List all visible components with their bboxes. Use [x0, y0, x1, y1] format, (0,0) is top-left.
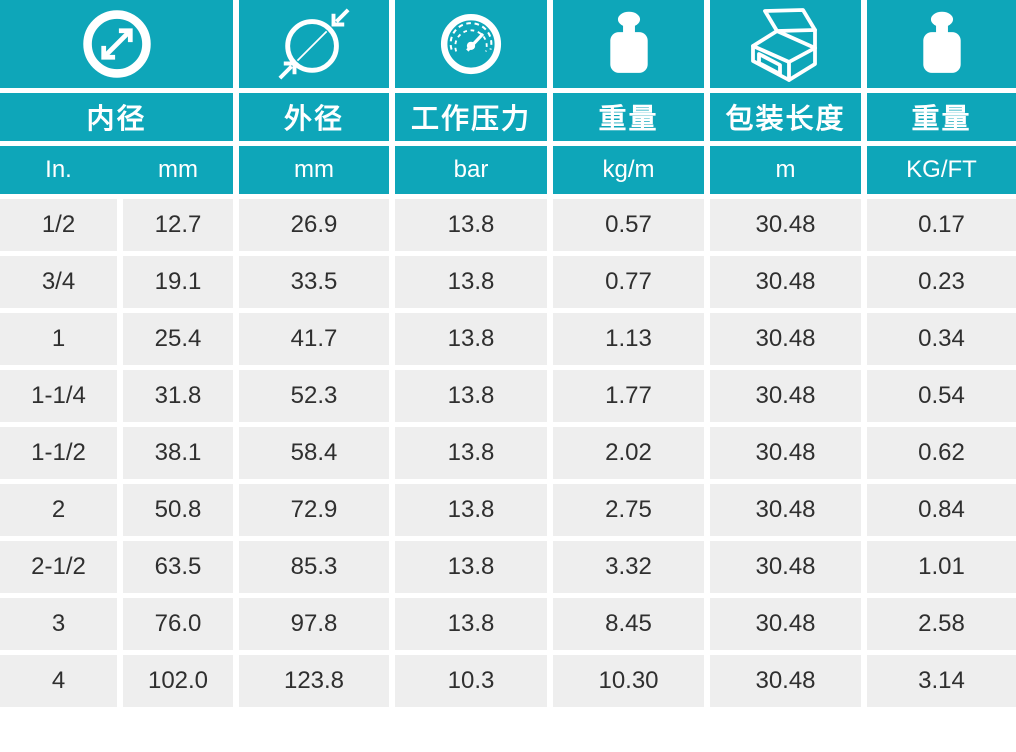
table-cell-r9-c7: 3.14	[867, 655, 1016, 707]
table-cell-r6-c7: 0.84	[867, 484, 1016, 536]
table-cell-r9-c2: 102.0	[123, 655, 233, 707]
table-cell-r7-c2: 63.5	[123, 541, 233, 593]
table-cell-r9-c4: 10.3	[395, 655, 547, 707]
table-cell-r6-c6: 30.48	[710, 484, 861, 536]
table-cell-r3-c4: 13.8	[395, 313, 547, 365]
table-cell-r4-c5: 1.77	[553, 370, 704, 422]
column-label-outer-diameter: 外径	[239, 93, 389, 141]
weight-header-cell	[553, 0, 704, 88]
outer-diameter-icon	[278, 8, 350, 80]
table-cell-r6-c5: 2.75	[553, 484, 704, 536]
table-cell-r5-c6: 30.48	[710, 427, 861, 479]
table-cell-r7-c7: 1.01	[867, 541, 1016, 593]
weight-icon	[922, 11, 961, 73]
table-cell-r1-c6: 30.48	[710, 199, 861, 251]
table-cell-r9-c3: 123.8	[239, 655, 389, 707]
table-cell-r2-c2: 19.1	[123, 256, 233, 308]
table-cell-r3-c7: 0.34	[867, 313, 1016, 365]
table-cell-r3-c6: 30.48	[710, 313, 861, 365]
working-pressure-header-cell	[395, 0, 547, 88]
pressure-gauge-icon	[440, 13, 502, 75]
table-cell-r5-c4: 13.8	[395, 427, 547, 479]
table-cell-r5-c7: 0.62	[867, 427, 1016, 479]
unit-cell-weight-kgft: KG/FT	[867, 146, 1016, 194]
table-cell-r2-c7: 0.23	[867, 256, 1016, 308]
table-cell-r3-c2: 25.4	[123, 313, 233, 365]
package-length-header-cell	[710, 0, 861, 88]
inner-diameter-header-cell	[0, 0, 233, 88]
table-cell-r5-c5: 2.02	[553, 427, 704, 479]
table-cell-r8-c1: 3	[0, 598, 117, 650]
table-cell-r1-c1: 1/2	[0, 199, 117, 251]
table-cell-r9-c1: 4	[0, 655, 117, 707]
table-cell-r8-c6: 30.48	[710, 598, 861, 650]
table-cell-r3-c5: 1.13	[553, 313, 704, 365]
table-cell-r6-c3: 72.9	[239, 484, 389, 536]
table-cell-r9-c5: 10.30	[553, 655, 704, 707]
table-cell-r1-c2: 12.7	[123, 199, 233, 251]
table-cell-r6-c2: 50.8	[123, 484, 233, 536]
package-box-icon	[750, 8, 817, 82]
table-cell-r8-c2: 76.0	[123, 598, 233, 650]
table-cell-r1-c4: 13.8	[395, 199, 547, 251]
table-cell-r4-c6: 30.48	[710, 370, 861, 422]
table-cell-r5-c1: 1-1/2	[0, 427, 117, 479]
unit-cell-inner-diameter: In. mm	[0, 146, 233, 194]
table-cell-r7-c1: 2-1/2	[0, 541, 117, 593]
unit-cell-working-pressure: bar	[395, 146, 547, 194]
unit-cell-outer-diameter: mm	[239, 146, 389, 194]
table-cell-r4-c3: 52.3	[239, 370, 389, 422]
table-cell-r8-c5: 8.45	[553, 598, 704, 650]
column-label-inner-diameter: 内径	[0, 93, 233, 141]
unit-cell-package-length: m	[710, 146, 861, 194]
table-cell-r2-c4: 13.8	[395, 256, 547, 308]
table-cell-r1-c7: 0.17	[867, 199, 1016, 251]
table-cell-r2-c1: 3/4	[0, 256, 117, 308]
table-cell-r1-c3: 26.9	[239, 199, 389, 251]
table-cell-r3-c1: 1	[0, 313, 117, 365]
table-cell-r8-c7: 2.58	[867, 598, 1016, 650]
spec-table: 内径 外径 工作压力 重量 包装长度 重量 In. mm mm bar kg/m…	[0, 0, 1016, 707]
unit-inch: In.	[45, 156, 72, 183]
table-cell-r6-c4: 13.8	[395, 484, 547, 536]
column-label-weight-kgft: 重量	[867, 93, 1016, 141]
weight-kgft-header-cell	[867, 0, 1016, 88]
table-cell-r4-c4: 13.8	[395, 370, 547, 422]
table-cell-r7-c3: 85.3	[239, 541, 389, 593]
spec-sheet: 内径 外径 工作压力 重量 包装长度 重量 In. mm mm bar kg/m…	[0, 0, 1016, 707]
table-cell-r4-c2: 31.8	[123, 370, 233, 422]
column-label-working-pressure: 工作压力	[395, 93, 547, 141]
table-cell-r2-c5: 0.77	[553, 256, 704, 308]
table-cell-r4-c1: 1-1/4	[0, 370, 117, 422]
table-cell-r3-c3: 41.7	[239, 313, 389, 365]
column-label-package-length: 包装长度	[710, 93, 861, 141]
outer-diameter-header-cell	[239, 0, 389, 88]
table-cell-r7-c4: 13.8	[395, 541, 547, 593]
table-cell-r8-c3: 97.8	[239, 598, 389, 650]
table-cell-r5-c2: 38.1	[123, 427, 233, 479]
unit-cell-weight: kg/m	[553, 146, 704, 194]
table-cell-r5-c3: 58.4	[239, 427, 389, 479]
table-cell-r2-c3: 33.5	[239, 256, 389, 308]
table-cell-r7-c5: 3.32	[553, 541, 704, 593]
table-cell-r8-c4: 13.8	[395, 598, 547, 650]
table-cell-r4-c7: 0.54	[867, 370, 1016, 422]
table-cell-r9-c6: 30.48	[710, 655, 861, 707]
table-cell-r1-c5: 0.57	[553, 199, 704, 251]
table-cell-r6-c1: 2	[0, 484, 117, 536]
table-cell-r2-c6: 30.48	[710, 256, 861, 308]
unit-mm: mm	[158, 156, 198, 183]
column-label-weight: 重量	[553, 93, 704, 141]
table-cell-r7-c6: 30.48	[710, 541, 861, 593]
weight-icon	[609, 11, 648, 73]
inner-diameter-icon	[82, 10, 151, 78]
